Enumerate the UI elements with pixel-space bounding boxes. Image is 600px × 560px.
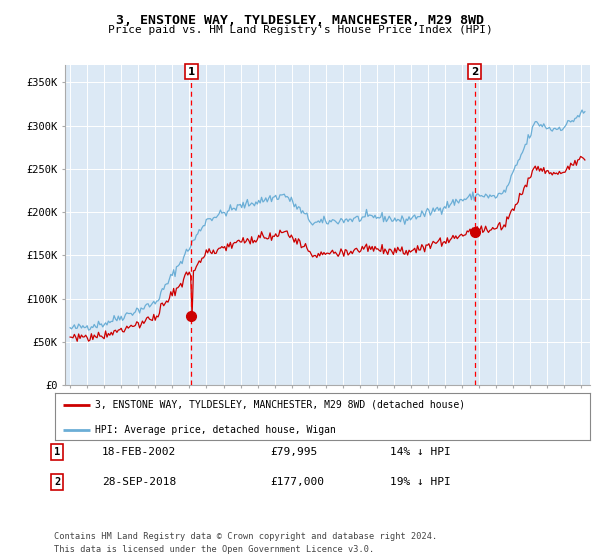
Text: 14% ↓ HPI: 14% ↓ HPI [390, 447, 451, 457]
Text: Contains HM Land Registry data © Crown copyright and database right 2024.: Contains HM Land Registry data © Crown c… [54, 532, 437, 541]
Text: HPI: Average price, detached house, Wigan: HPI: Average price, detached house, Wiga… [95, 424, 336, 435]
Text: 19% ↓ HPI: 19% ↓ HPI [390, 477, 451, 487]
Text: 2: 2 [54, 477, 60, 487]
Text: £79,995: £79,995 [270, 447, 317, 457]
Text: This data is licensed under the Open Government Licence v3.0.: This data is licensed under the Open Gov… [54, 545, 374, 554]
Text: 3, ENSTONE WAY, TYLDESLEY, MANCHESTER, M29 8WD (detached house): 3, ENSTONE WAY, TYLDESLEY, MANCHESTER, M… [95, 400, 465, 410]
Text: 1: 1 [54, 447, 60, 457]
Text: Price paid vs. HM Land Registry's House Price Index (HPI): Price paid vs. HM Land Registry's House … [107, 25, 493, 35]
Text: 3, ENSTONE WAY, TYLDESLEY, MANCHESTER, M29 8WD: 3, ENSTONE WAY, TYLDESLEY, MANCHESTER, M… [116, 14, 484, 27]
Text: £177,000: £177,000 [270, 477, 324, 487]
Text: 1: 1 [188, 67, 195, 77]
Text: 2: 2 [471, 67, 478, 77]
Text: 18-FEB-2002: 18-FEB-2002 [102, 447, 176, 457]
Text: 28-SEP-2018: 28-SEP-2018 [102, 477, 176, 487]
